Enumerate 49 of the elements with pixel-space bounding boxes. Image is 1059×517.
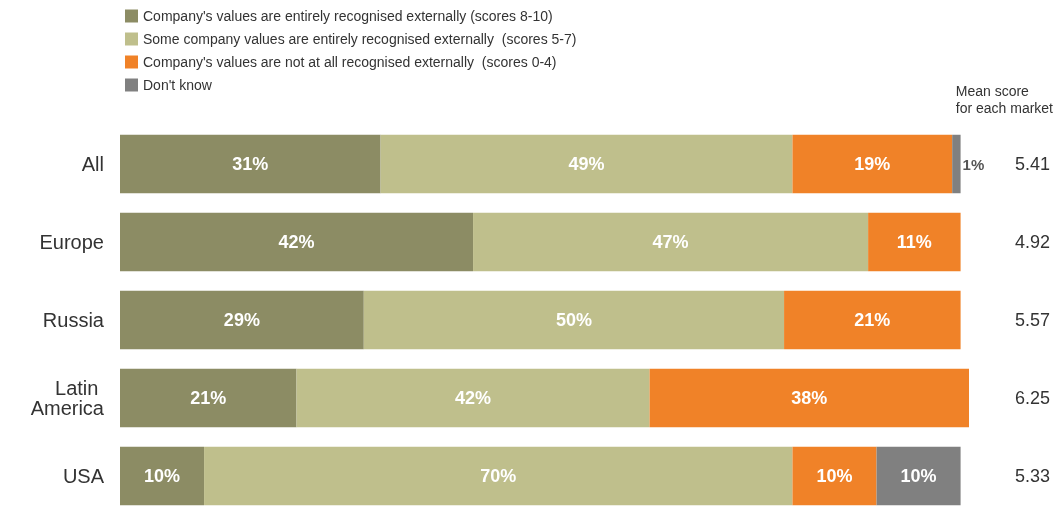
bar [120, 134, 381, 194]
bar [120, 368, 297, 428]
data-label: 70% [480, 466, 517, 486]
text: 5.57 [1014, 310, 1050, 330]
data-label: 10% [816, 466, 853, 486]
data-label: 21% [854, 310, 891, 330]
text: Mean score for each market [955, 82, 1054, 116]
data-label: 42% [278, 232, 315, 252]
bar [876, 446, 961, 506]
data-label: 21% [190, 388, 227, 408]
data-label: 49% [568, 154, 605, 174]
legend-label: Some company values are entirely recognised externally (scores 5-7) [143, 31, 577, 47]
text: 6.25 [1014, 388, 1050, 408]
y-tick-label: Russia [42, 309, 105, 331]
data-label: 19% [854, 154, 891, 174]
data-label: 47% [652, 232, 689, 252]
data-label: 1% [962, 155, 985, 173]
bar [363, 290, 785, 350]
data-label: 10% [900, 466, 937, 486]
bar [473, 212, 869, 272]
text: 5.33 [1014, 466, 1050, 486]
legend-label: Don't know [143, 77, 213, 93]
bar [784, 290, 961, 350]
bar [120, 290, 364, 350]
data-label: 38% [791, 388, 828, 408]
data-label: 50% [555, 310, 592, 330]
y-tick-label: All [81, 153, 104, 175]
text: 4.92 [1014, 232, 1050, 252]
data-label: 42% [455, 388, 492, 408]
y-tick-label: USA [62, 465, 105, 487]
bar [868, 212, 961, 272]
legend-label: Company's values are entirely recognised externally (scores 8-10) [143, 8, 553, 24]
legend-label: Company's values are not at all recognised externally (scores 0-4) [143, 54, 557, 70]
bar [952, 134, 961, 194]
y-tick-label: Europe [39, 231, 104, 253]
bar [649, 368, 969, 428]
data-label: 10% [144, 466, 181, 486]
bar [120, 446, 205, 506]
data-label: 11% [896, 232, 932, 252]
bar [120, 212, 474, 272]
data-label: 29% [223, 310, 260, 330]
data-label: 31% [232, 154, 269, 174]
text: 5.41 [1014, 154, 1050, 174]
bar [380, 134, 793, 194]
bar [792, 446, 877, 506]
bar [204, 446, 793, 506]
y-tick-label: Latin America [30, 377, 105, 419]
bar [296, 368, 650, 428]
bar [792, 134, 953, 194]
